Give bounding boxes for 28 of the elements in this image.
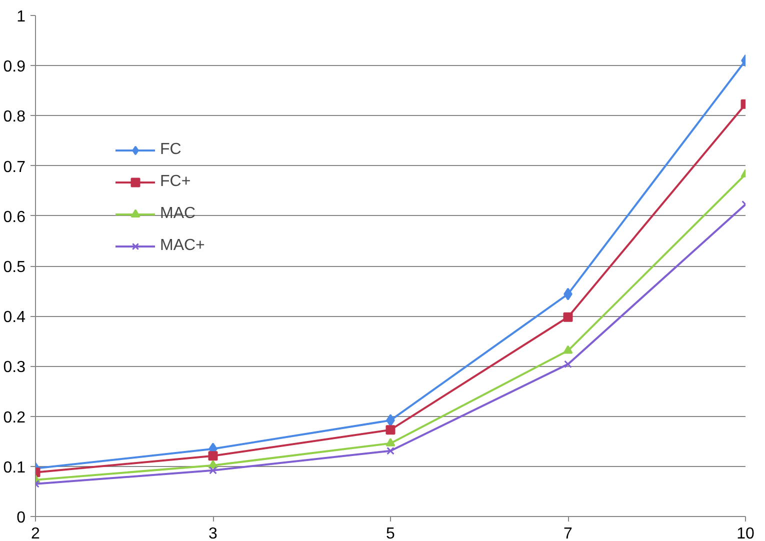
point (563, 312, 573, 322)
x-tick-label: 10 (736, 526, 754, 541)
y-tick-label: 0.8 (3, 108, 26, 126)
y-tick-label: 0.4 (3, 309, 26, 326)
y-tick-label: 0.3 (3, 359, 26, 376)
y-tick-label: 0.2 (3, 409, 26, 426)
legend-label: MAC+ (160, 237, 205, 255)
legend-label: FC+ (160, 173, 191, 191)
y-tick-label: 0.6 (3, 208, 26, 226)
x-tick-label: 5 (386, 526, 396, 541)
point (563, 345, 573, 354)
point (386, 425, 396, 435)
point (386, 438, 396, 446)
x-tick-label: 3 (208, 526, 218, 541)
legend-label: FC (160, 141, 182, 159)
point (564, 360, 572, 368)
point (386, 446, 394, 455)
point (209, 466, 217, 474)
x-tick-label: 2 (31, 526, 40, 541)
y-tick-label: 0.7 (3, 158, 26, 176)
y-tick-label: 0.5 (3, 259, 26, 276)
y-tick-label: 0.9 (3, 58, 26, 76)
point (208, 451, 218, 461)
y-tick-label: 0 (16, 510, 26, 526)
x-tick-label: 7 (564, 526, 573, 541)
y-tick-label: 0.1 (3, 459, 26, 476)
y-tick-label: 1 (16, 8, 26, 26)
point (208, 460, 218, 468)
